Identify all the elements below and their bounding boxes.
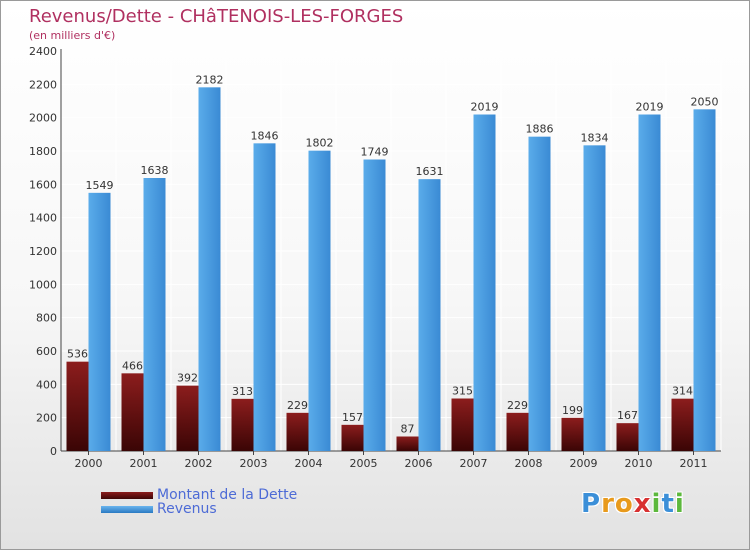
data-label-dette: 229 [287, 399, 308, 412]
y-tick-label: 2400 [29, 45, 57, 58]
y-tick-label: 1200 [29, 245, 57, 258]
data-label-dette: 199 [562, 404, 583, 417]
data-label-dette: 167 [617, 409, 638, 422]
bar-revenus [473, 114, 496, 451]
bar-revenus [528, 136, 551, 451]
chart-title: Revenus/Dette - CHâTENOIS-LES-FORGES [29, 6, 404, 27]
logo-letter: i [674, 489, 685, 519]
y-tick-label: 0 [50, 445, 57, 458]
bar-revenus [143, 178, 166, 451]
data-label-dette: 314 [672, 385, 693, 398]
data-label-dette: 87 [401, 423, 415, 436]
y-tick-label: 2200 [29, 78, 57, 91]
data-label-dette: 536 [67, 348, 88, 361]
y-tick-label: 1600 [29, 178, 57, 191]
data-labels: 536 1549 466 1638 392 2182 313 1846 229 1802 157 17… [67, 73, 719, 435]
x-tick-label: 2007 [460, 457, 488, 470]
x-tick-label: 2001 [130, 457, 158, 470]
logo-letter: r [601, 489, 615, 519]
y-tick-label: 1000 [29, 278, 57, 291]
data-label-revenus: 1549 [86, 179, 114, 192]
data-label-dette: 315 [452, 385, 473, 398]
x-tick-label: 2000 [75, 457, 103, 470]
data-label-revenus: 1638 [141, 164, 169, 177]
logo-letter: o [614, 489, 634, 519]
bar-dette [671, 398, 694, 451]
logo-letter: x [633, 489, 652, 519]
x-tick-label: 2008 [515, 457, 543, 470]
bar-dette [121, 373, 144, 451]
y-tick-label: 600 [36, 345, 57, 358]
legend-label-dette: Montant de la Dette [157, 487, 298, 503]
data-label-revenus: 2182 [196, 73, 224, 86]
axes: 0 200 400 600 800 1000 1200 1400 1600 1800 2000 220… [29, 45, 721, 470]
bar-revenus [583, 145, 606, 452]
legend-swatch-revenus [101, 505, 153, 513]
logo-letter: P [581, 489, 602, 519]
bar-revenus [693, 109, 716, 451]
data-label-revenus: 1631 [416, 165, 444, 178]
bar-dette [616, 423, 639, 451]
bar-dette [286, 412, 309, 451]
legend-item-revenus: Revenus [101, 501, 217, 517]
bar-revenus [363, 159, 386, 451]
bar-dette [506, 412, 529, 451]
data-label-revenus: 2019 [471, 101, 499, 114]
legend-item-dette: Montant de la Dette [101, 487, 297, 503]
grid-lines [60, 50, 722, 452]
y-tick-label: 1400 [29, 212, 57, 225]
y-tick-label: 800 [36, 312, 57, 325]
data-label-revenus: 2019 [636, 101, 664, 114]
data-label-dette: 313 [232, 385, 253, 398]
bar-revenus [308, 150, 331, 451]
bar-dette [231, 398, 254, 451]
bar-revenus [638, 114, 661, 451]
data-label-revenus: 1834 [581, 131, 609, 144]
proxiti-logo: Proxiti [581, 489, 685, 519]
y-tick-label: 400 [36, 378, 57, 391]
bar-dette [396, 436, 419, 451]
bars [66, 87, 716, 452]
y-tick-label: 2000 [29, 112, 57, 125]
logo-letter: t [661, 489, 675, 519]
data-label-dette: 229 [507, 399, 528, 412]
y-tick-label: 1800 [29, 145, 57, 158]
x-tick-label: 2004 [295, 457, 323, 470]
bar-dette [66, 361, 89, 451]
data-label-revenus: 2050 [691, 95, 719, 108]
legend-swatch-dette [101, 491, 153, 499]
x-tick-label: 2003 [240, 457, 268, 470]
bar-dette [176, 385, 199, 451]
bar-revenus [418, 179, 441, 451]
data-label-revenus: 1802 [306, 137, 334, 150]
x-tick-label: 2010 [625, 457, 653, 470]
chart-subtitle: (en milliers d'€) [29, 29, 116, 42]
x-tick-label: 2006 [405, 457, 433, 470]
x-tick-label: 2005 [350, 457, 378, 470]
data-label-dette: 466 [122, 359, 143, 372]
x-tick-label: 2002 [185, 457, 213, 470]
x-tick-label: 2009 [570, 457, 598, 470]
data-label-revenus: 1846 [251, 129, 279, 142]
logo-letter: i [651, 489, 662, 519]
bar-dette [561, 417, 584, 451]
data-label-dette: 392 [177, 372, 198, 385]
bar-revenus [88, 192, 111, 452]
bar-revenus [198, 87, 221, 451]
data-label-dette: 157 [342, 411, 363, 424]
x-tick-label: 2011 [680, 457, 708, 470]
bar-dette [451, 398, 474, 451]
data-label-revenus: 1886 [526, 123, 554, 136]
y-tick-label: 200 [36, 412, 57, 425]
legend-label-revenus: Revenus [157, 501, 217, 517]
data-label-revenus: 1749 [361, 146, 389, 159]
bar-revenus [253, 143, 276, 452]
bar-dette [341, 424, 364, 451]
